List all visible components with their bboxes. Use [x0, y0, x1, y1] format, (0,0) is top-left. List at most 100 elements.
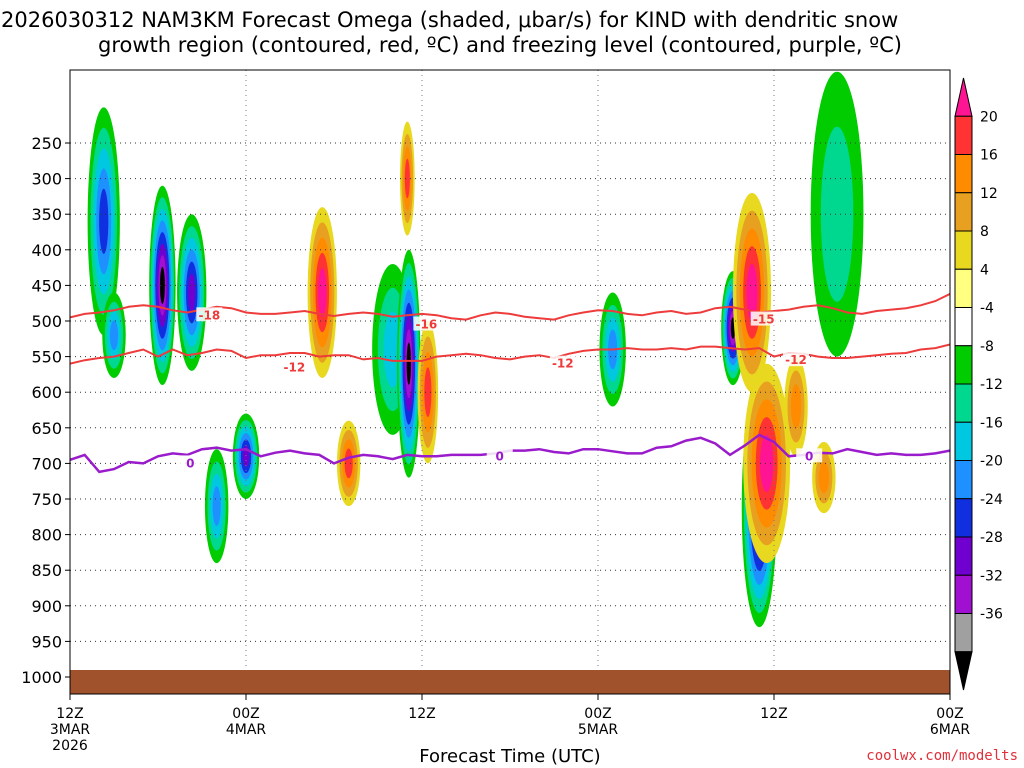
colorbar-top-arrow: [954, 77, 973, 117]
omega-shade-level: [818, 461, 830, 494]
colorbar-label: 8: [980, 224, 989, 240]
contour-label: -12: [284, 360, 306, 374]
y-tick-label: 950: [31, 632, 62, 651]
colorbar-label: 12: [980, 186, 998, 202]
omega-shade-level: [212, 486, 221, 526]
y-tick-label: 900: [31, 597, 62, 616]
omega-shade-level: [404, 158, 410, 199]
omega-blob: [232, 413, 260, 499]
contour-label-bg: [413, 316, 440, 331]
colorbar-segment: [954, 345, 973, 385]
omega-shade-level: [759, 434, 774, 492]
y-tick-label: 400: [31, 241, 62, 260]
contour-label: -18: [198, 308, 220, 322]
x-tick-label: 12Z: [760, 706, 787, 722]
credit-text: coolwx.com/modelts: [866, 748, 1018, 764]
contour-label-bg: [281, 359, 308, 374]
omega-blob: [102, 292, 126, 378]
y-tick-label: 600: [31, 383, 62, 402]
contour-label-bg: [196, 307, 223, 322]
colorbar-label: 20: [980, 109, 998, 125]
contour-label: -12: [785, 353, 807, 367]
y-tick-label: 850: [31, 561, 62, 580]
y-tick-label: 1000: [21, 668, 62, 687]
colorbar: 20 16 12 8 4 -4 -8 -12 -16 -20 -24 -28 -32 -36: [954, 77, 1003, 691]
colorbar-label: -16: [980, 415, 1003, 431]
colorbar-segment: [954, 498, 973, 538]
omega-blob: [204, 449, 229, 564]
contour-label: 0: [186, 456, 194, 470]
colorbar-segment: [954, 192, 973, 232]
colorbar-segment: [954, 307, 973, 347]
omega-blob: [732, 192, 772, 393]
x-tick-year: 2026: [52, 738, 88, 754]
y-tick-label: 650: [31, 419, 62, 438]
colorbar-segment: [954, 383, 973, 423]
contour-label: 0: [805, 449, 813, 463]
colorbar-segment: [954, 421, 973, 461]
chart-title-line1: 2026030312 NAM3KM Forecast Omega (shaded…: [1, 8, 898, 32]
omega-shade-level: [99, 188, 109, 254]
omega-blob: [397, 249, 421, 478]
colorbar-label: -32: [980, 568, 1003, 584]
x-tick-date: 4MAR: [226, 722, 267, 738]
contour-label-bg: [783, 352, 809, 367]
x-tick-date: 6MAR: [930, 722, 971, 738]
contour-label-bg: [177, 455, 204, 470]
omega-shade-level: [406, 342, 411, 385]
omega-blob: [784, 356, 808, 457]
colorbar-label: -20: [980, 454, 1003, 470]
colorbar-label: -24: [980, 492, 1003, 508]
x-tick-label: 00Z: [232, 706, 259, 722]
x-tick-label: 00Z: [936, 706, 963, 722]
omega-shade-level: [820, 126, 854, 302]
colorbar-segment: [954, 613, 973, 653]
plot-area: -18 -16 -15 -12 -12 -12 0 0 0: [70, 70, 950, 694]
contour-label: -12: [552, 357, 574, 371]
x-axis-label: Forecast Time (UTC): [419, 746, 600, 767]
omega-shade-level: [109, 320, 119, 351]
colorbar-segment: [954, 154, 973, 194]
omega-shade-level: [318, 268, 327, 317]
contour-label-bg: [796, 448, 823, 463]
y-tick-label: 750: [31, 490, 62, 509]
y-tick-label: 700: [31, 454, 62, 473]
colorbar-label: -28: [980, 530, 1003, 546]
contour-label-bg: [549, 355, 576, 370]
omega-blob: [87, 107, 120, 336]
colorbar-label: -4: [980, 301, 994, 317]
omega-blob: [336, 420, 361, 507]
chart-title-line2: growth region (contoured, red, ºC) and f…: [98, 33, 902, 57]
colorbar-segment: [954, 536, 973, 576]
omega-shade-level: [188, 273, 196, 312]
plot-frame: [69, 69, 951, 695]
colorbar-segment: [954, 230, 973, 270]
x-tick-label: 12Z: [56, 706, 83, 722]
dgz-top-contour: [70, 293, 950, 321]
omega-shade-level: [746, 264, 758, 321]
colorbar-segment: [954, 460, 973, 500]
omega-blob: [149, 185, 176, 386]
colorbar-segment: [954, 115, 973, 155]
colorbar-label: 16: [980, 148, 998, 164]
colorbar-segment: [954, 574, 973, 614]
omega-shade-level: [344, 448, 353, 479]
y-tick-label: 550: [31, 348, 62, 367]
y-tick-label: 250: [31, 134, 62, 153]
omega-blob: [400, 121, 415, 236]
contour-label-bg: [750, 311, 777, 326]
omega-blob: [743, 363, 791, 564]
colorbar-label: -8: [980, 339, 994, 355]
colorbar-label: 4: [980, 262, 989, 278]
colorbar-segment: [954, 268, 973, 308]
contour-label: -16: [416, 318, 438, 332]
omega-blob: [307, 207, 337, 378]
temperature-contours: -18 -16 -15 -12 -12 -12 0 0 0: [70, 293, 950, 474]
y-tick-label: 450: [31, 276, 62, 295]
x-tick-date: 3MAR: [50, 722, 91, 738]
colorbar-bottom-arrow: [954, 651, 973, 691]
y-tick-label: 800: [31, 526, 62, 545]
y-tick-label: 350: [31, 205, 62, 224]
